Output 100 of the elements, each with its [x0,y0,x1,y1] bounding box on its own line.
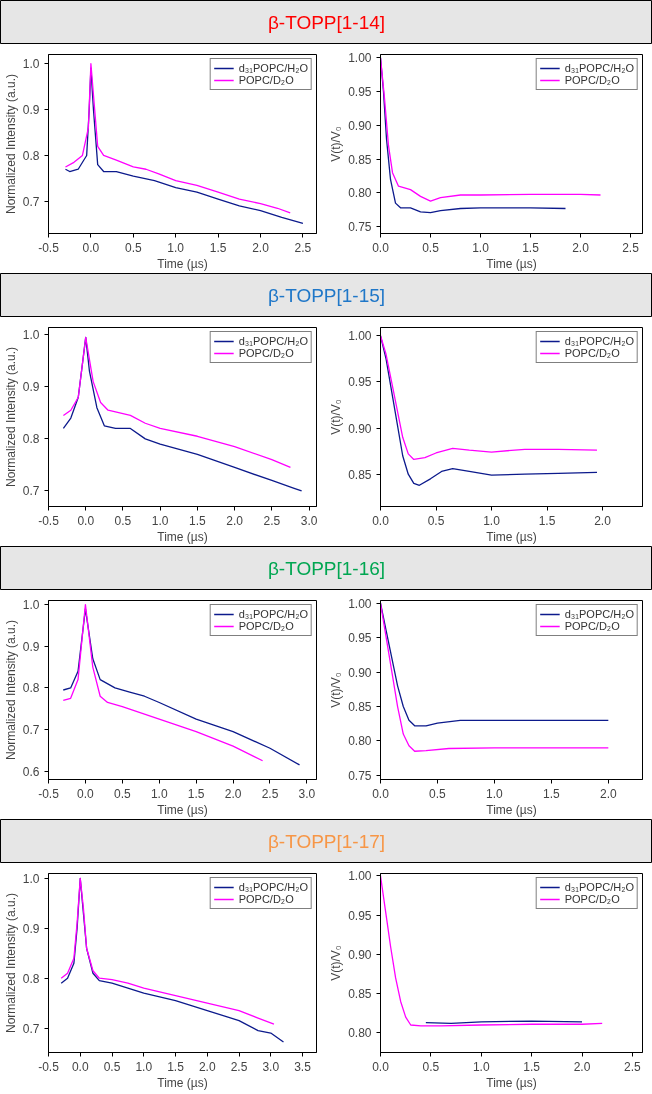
x-tick-label: 0.5 [422,240,440,255]
text: β-TOPP[1-14] [267,12,386,33]
y-tick-label: 0.95 [348,631,372,646]
x-tick-label: 2.5 [263,513,281,528]
legend-label: POPC/D₂O [564,893,620,905]
x-axis-title: Time (µs) [486,256,537,271]
y-tick-label: 1.00 [348,869,372,884]
x-tick-label: 2.0 [226,513,244,528]
x-tick-label: 2.0 [599,786,617,801]
x-tick-label: 1.5 [167,1059,185,1074]
y-tick-label: 0.85 [348,467,372,482]
y-tick-label: 1.0 [22,871,40,886]
x-tick-label: 1.0 [167,240,185,255]
x-tick-label: 0.0 [77,786,95,801]
legend-label: d₃₁POPC/H₂O [564,881,634,893]
legend-label: d₃₁POPC/H₂O [238,608,308,620]
legend-label: POPC/D₂O [564,620,620,632]
x-tick-label: -0.5 [38,786,60,801]
x-axis-title: Time (µs) [157,529,208,544]
y-axis-title: Normalized Intensity (a.u.) [3,73,18,215]
y-tick-label: 0.90 [348,118,372,133]
x-tick-label: 1.5 [538,513,556,528]
x-tick-label: 0.0 [372,513,390,528]
x-tick-label: 1.0 [151,513,169,528]
y-tick-label: 1.00 [348,51,372,66]
y-tick-label: 0.85 [348,987,372,1002]
x-tick-label: 1.0 [483,513,501,528]
x-tick-label: 2.0 [573,1059,591,1074]
legend-label: d₃₁POPC/H₂O [238,62,308,74]
x-tick-label: 1.5 [543,786,561,801]
y-tick-label: 1.0 [22,328,40,343]
y-tick-label: 0.80 [348,1026,372,1041]
x-tick-label: 2.5 [294,240,312,255]
x-tick-label: 0.5 [103,1059,121,1074]
x-tick-label: 1.5 [209,240,227,255]
y-tick-label: 0.85 [348,152,372,167]
y-tick-label: 0.9 [22,639,40,654]
x-tick-label: 2.5 [261,786,279,801]
x-tick-label: 0.0 [372,240,390,255]
legend-label: POPC/D₂O [238,347,294,359]
x-tick-label: 3.5 [294,1059,312,1074]
y-axis-title: V(t)/V₀ [329,126,344,162]
x-tick-label: 2.0 [572,240,590,255]
x-tick-label: 0.5 [114,513,132,528]
x-axis-title: Time (µs) [486,802,537,817]
y-tick-label: 0.85 [348,700,372,715]
y-tick-label: 0.90 [348,421,372,436]
y-tick-label: 1.0 [22,57,40,72]
x-tick-label: 0.5 [422,1059,440,1074]
x-tick-label: 0.0 [372,786,390,801]
x-tick-label: 1.0 [486,786,504,801]
legend-label: POPC/D₂O [564,347,620,359]
x-tick-label: 0.5 [427,513,445,528]
legend-label: d₃₁POPC/H₂O [564,608,634,620]
x-axis-title: Time (µs) [486,1075,537,1090]
y-tick-label: 0.8 [22,681,40,696]
x-tick-label: 0.0 [82,240,100,255]
y-axis-title: Normalized Intensity (a.u.) [3,619,18,761]
y-tick-label: 0.8 [22,148,40,163]
x-tick-label: 1.5 [189,513,207,528]
x-axis-title: Time (µs) [157,802,208,817]
x-tick-label: 2.0 [224,786,242,801]
y-tick-label: 0.90 [348,947,372,962]
x-tick-label: 0.5 [429,786,447,801]
x-tick-label: 1.0 [472,240,490,255]
x-tick-label: 2.5 [624,1059,642,1074]
y-tick-label: 0.9 [22,921,40,936]
x-tick-label: 1.0 [135,1059,153,1074]
x-tick-label: 1.0 [472,1059,490,1074]
y-tick-label: 0.8 [22,432,40,447]
y-tick-label: 0.7 [22,723,40,738]
y-axis-title: Normalized Intensity (a.u.) [3,346,18,488]
x-axis-title: Time (µs) [486,529,537,544]
x-tick-label: 0.0 [77,513,95,528]
x-tick-label: 1.5 [187,786,205,801]
legend-label: d₃₁POPC/H₂O [238,881,308,893]
x-tick-label: 0.5 [113,786,131,801]
y-tick-label: 0.80 [348,734,372,749]
x-tick-label: 3.0 [298,786,316,801]
y-axis-title: Normalized Intensity (a.u.) [3,892,18,1034]
legend-label: d₃₁POPC/H₂O [564,335,634,347]
x-tick-label: 2.0 [198,1059,216,1074]
x-tick-label: 1.0 [150,786,168,801]
x-tick-label: -0.5 [38,1059,60,1074]
y-tick-label: 1.0 [22,598,40,613]
legend-label: d₃₁POPC/H₂O [564,62,634,74]
y-tick-label: 0.9 [22,380,40,395]
y-tick-label: 0.95 [348,375,372,390]
x-tick-label: 0.0 [71,1059,89,1074]
x-axis-title: Time (µs) [157,256,208,271]
x-tick-label: 0.5 [124,240,142,255]
x-tick-label: 1.5 [523,1059,541,1074]
y-tick-label: 0.95 [348,908,372,923]
y-tick-label: 0.75 [348,220,372,235]
legend-label: d₃₁POPC/H₂O [238,335,308,347]
x-axis-title: Time (µs) [157,1075,208,1090]
legend-label: POPC/D₂O [238,620,294,632]
text: β-TOPP[1-17] [267,831,386,852]
x-tick-label: 0.0 [372,1059,390,1074]
x-tick-label: 2.0 [252,240,270,255]
